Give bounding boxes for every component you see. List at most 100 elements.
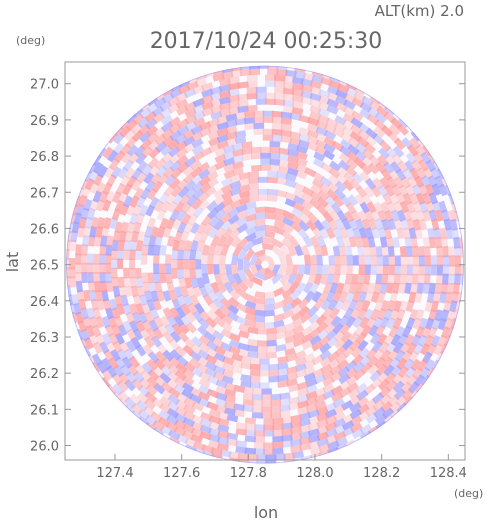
field-cell [415, 308, 425, 321]
field-cell [277, 356, 289, 364]
field-cell [207, 207, 219, 220]
field-cell [406, 374, 418, 387]
field-cell [227, 304, 239, 315]
field-cell [278, 147, 290, 156]
field-cell [346, 158, 358, 170]
field-cell [135, 240, 144, 252]
field-cell [235, 446, 247, 454]
field-cell [286, 366, 298, 375]
field-cell [393, 300, 403, 313]
field-cell [225, 113, 238, 122]
field-cell [345, 291, 355, 304]
field-cell [352, 227, 362, 239]
field-cell [248, 182, 259, 191]
field-cell [128, 320, 139, 333]
field-cell [101, 376, 111, 388]
field-cell [142, 344, 154, 357]
field-cell [309, 327, 321, 339]
field-cell [181, 382, 194, 393]
field-cell [124, 230, 133, 243]
field-cell [266, 327, 278, 335]
field-cell [291, 214, 303, 226]
field-cell [131, 410, 143, 420]
field-cell [221, 183, 233, 194]
field-cell [203, 282, 214, 294]
field-cell [256, 346, 268, 353]
field-cell [446, 282, 455, 295]
field-cell [338, 373, 351, 385]
field-cell [189, 268, 197, 280]
field-cell [222, 356, 235, 366]
field-cell [139, 377, 151, 390]
field-cell [257, 254, 266, 262]
field-cell [249, 253, 258, 265]
field-cell [144, 414, 158, 427]
field-cell [307, 440, 321, 450]
field-cell [148, 164, 161, 177]
field-cell [285, 69, 297, 78]
field-cell [76, 289, 85, 302]
field-cell [90, 298, 99, 311]
field-cell [336, 236, 345, 248]
field-cell [434, 282, 442, 295]
field-cell [395, 168, 407, 181]
field-cell [130, 122, 143, 135]
field-cell [307, 434, 321, 444]
field-cell [126, 328, 137, 341]
field-cell [315, 120, 328, 130]
field-cell [392, 145, 405, 158]
field-cell [288, 384, 300, 393]
field-cell [274, 213, 286, 223]
field-cell [201, 254, 208, 265]
field-cell [303, 352, 316, 363]
field-cell [343, 99, 356, 110]
field-cell [129, 276, 137, 288]
field-cell [325, 290, 336, 303]
field-cell [105, 244, 113, 256]
field-cell [315, 314, 328, 326]
field-cell [93, 253, 100, 265]
field-cell [310, 264, 317, 276]
field-cell [301, 333, 314, 344]
field-cell [377, 371, 389, 384]
field-cell [367, 236, 376, 248]
field-cell [91, 353, 103, 366]
radar-field [66, 65, 464, 464]
field-cell [449, 218, 458, 231]
field-cell [395, 192, 406, 205]
field-cell [248, 170, 260, 178]
field-cell [267, 170, 278, 178]
field-cell [341, 420, 355, 431]
field-cell [220, 244, 230, 256]
field-cell [372, 177, 384, 190]
field-cell [363, 273, 371, 285]
field-cell [86, 207, 96, 220]
field-cell [148, 281, 157, 293]
field-cell [101, 226, 110, 238]
field-cell [238, 323, 250, 333]
field-cell [231, 253, 239, 265]
field-cell [184, 437, 197, 448]
field-cell [255, 86, 267, 93]
field-cell [150, 226, 160, 238]
field-cell [112, 391, 123, 402]
field-cell [229, 186, 242, 196]
field-cell [199, 411, 213, 422]
field-cell [409, 308, 419, 321]
field-cell [167, 96, 180, 107]
field-cell [336, 166, 349, 178]
field-cell [354, 282, 364, 294]
field-cell [273, 287, 285, 298]
field-cell [254, 303, 265, 311]
field-cell [416, 167, 427, 180]
field-cell [124, 396, 137, 409]
field-cell [259, 364, 270, 371]
field-cell [319, 342, 332, 354]
field-cell [177, 268, 185, 280]
field-cell [392, 341, 404, 354]
field-cell [269, 158, 281, 166]
field-cell [346, 254, 353, 266]
field-cell [268, 363, 280, 371]
field-cell [210, 92, 223, 101]
field-cell [111, 324, 121, 337]
